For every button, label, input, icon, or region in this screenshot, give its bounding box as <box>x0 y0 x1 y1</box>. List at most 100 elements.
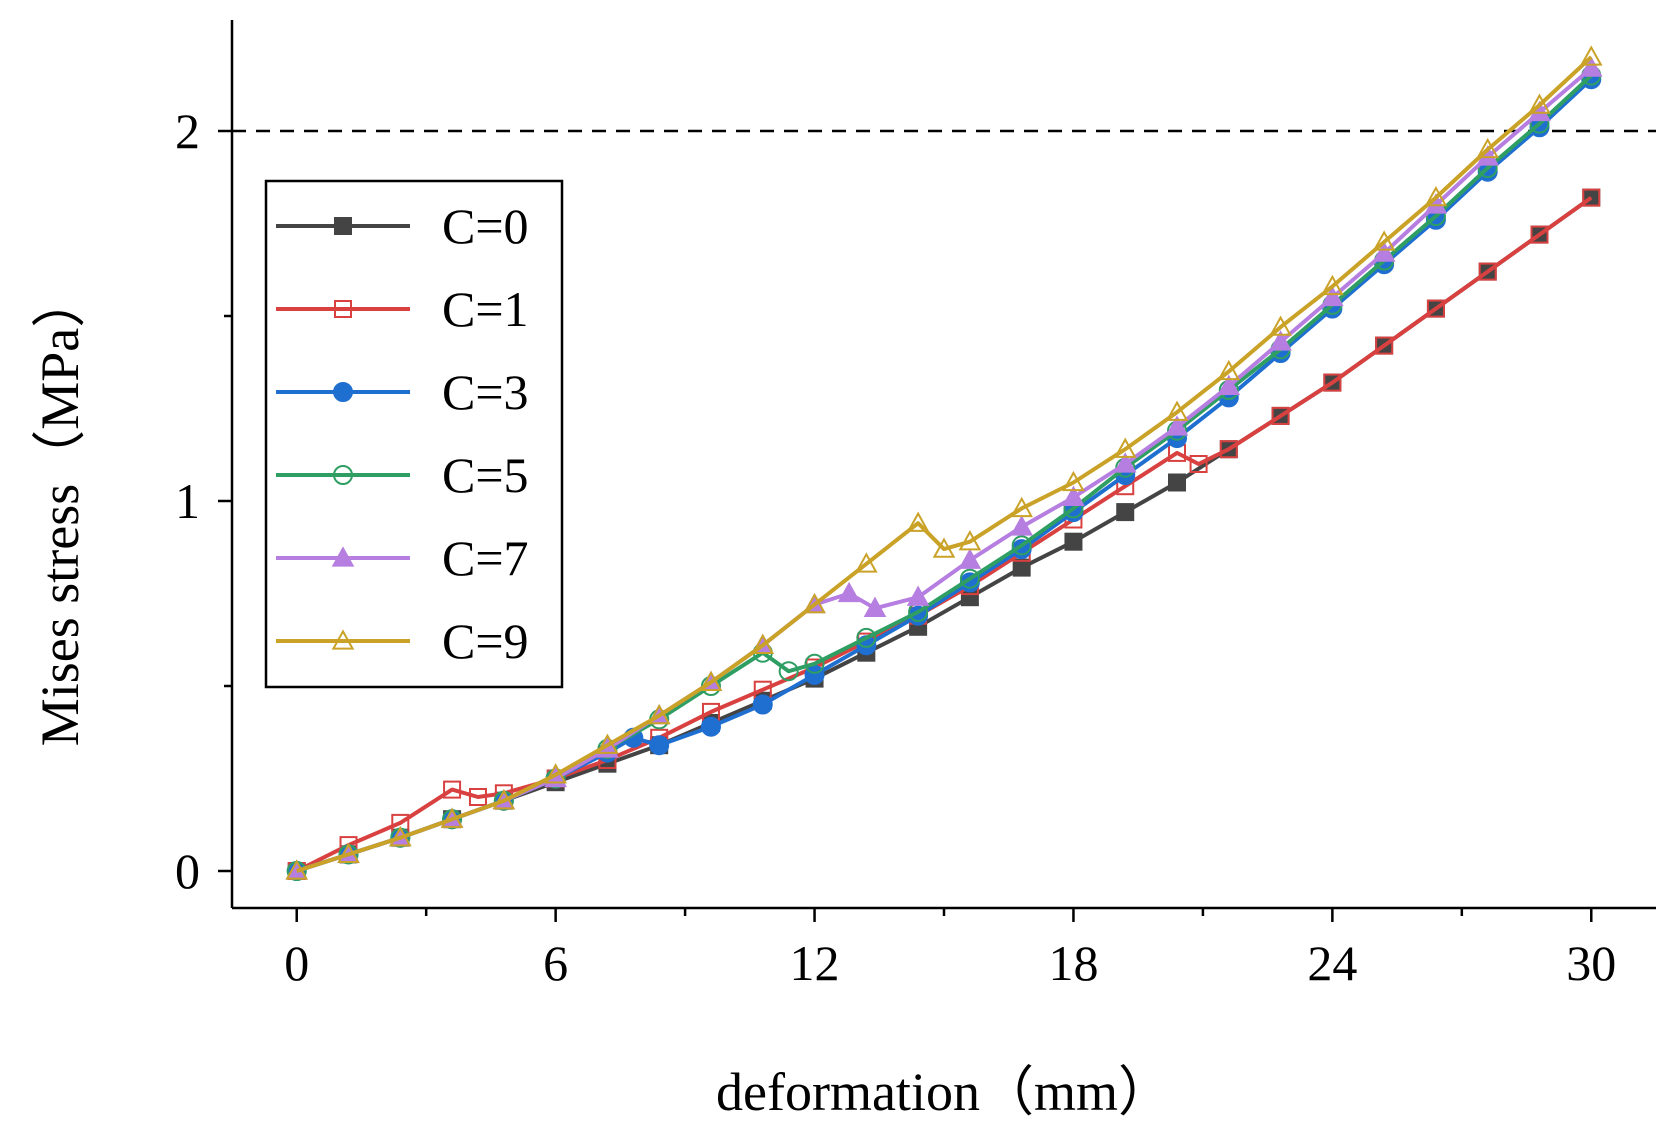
legend-item: C=9 <box>276 613 529 669</box>
data-point <box>700 716 721 737</box>
data-point <box>1010 515 1033 536</box>
x-tick-label: 6 <box>543 935 568 991</box>
legend-label: C=1 <box>442 281 529 337</box>
data-point <box>1426 299 1445 318</box>
data-point <box>751 633 775 654</box>
legend-label: C=7 <box>442 530 529 586</box>
legend-item: C=0 <box>276 198 529 254</box>
data-point <box>1579 45 1603 66</box>
data-point <box>906 511 930 532</box>
data-point <box>1062 470 1085 492</box>
data-point <box>1064 532 1083 551</box>
data-point <box>544 763 567 784</box>
data-point <box>856 627 877 648</box>
legend-item: C=1 <box>276 281 529 337</box>
data-point <box>1271 406 1290 425</box>
data-point <box>1165 400 1189 421</box>
data-point <box>1424 185 1448 207</box>
data-point <box>1375 336 1394 355</box>
legend-marker <box>334 300 352 318</box>
data-point <box>959 568 980 589</box>
data-point <box>1321 285 1344 307</box>
legend-item: C=5 <box>276 447 529 503</box>
legend-item: C=3 <box>276 364 529 420</box>
x-tick-label: 18 <box>1048 935 1098 991</box>
data-point <box>1189 455 1208 473</box>
data-point <box>1269 315 1292 336</box>
data-point <box>440 807 464 828</box>
data-point <box>932 537 956 558</box>
data-point <box>285 859 309 880</box>
legend-label: C=5 <box>442 447 529 503</box>
data-point <box>337 842 360 864</box>
legend-label: C=0 <box>442 198 529 254</box>
data-point <box>1113 452 1137 473</box>
legend-marker <box>333 465 353 485</box>
y-tick-label: 1 <box>175 473 200 529</box>
data-point <box>1372 241 1396 262</box>
data-point <box>1219 440 1238 459</box>
data-point <box>1165 415 1189 436</box>
x-tick-label: 24 <box>1307 935 1357 991</box>
data-point <box>699 670 723 691</box>
data-point <box>1579 56 1603 77</box>
x-tick-label: 30 <box>1566 935 1616 991</box>
data-point <box>1530 225 1549 244</box>
data-point <box>1323 373 1342 392</box>
data-point <box>958 548 982 569</box>
data-point <box>1269 330 1292 351</box>
y-tick-label: 0 <box>175 843 200 899</box>
data-point <box>752 694 773 715</box>
data-point <box>804 664 825 685</box>
data-point <box>855 552 878 573</box>
y-tick-label: 2 <box>175 103 200 159</box>
data-point <box>1217 359 1241 381</box>
data-point <box>1010 496 1033 518</box>
series-layer <box>285 45 1603 881</box>
data-point <box>958 530 982 551</box>
data-point <box>1478 262 1497 281</box>
data-point <box>1582 188 1601 207</box>
data-point <box>1476 137 1500 159</box>
x-tick-label: 12 <box>790 935 840 991</box>
legend-marker <box>331 629 355 650</box>
data-point <box>492 789 516 810</box>
legend-label: C=9 <box>442 613 529 669</box>
data-point <box>647 703 671 725</box>
data-point <box>837 581 861 603</box>
legend-marker <box>333 382 353 402</box>
data-point <box>1116 503 1135 522</box>
data-point <box>388 826 412 847</box>
legend-box <box>264 179 564 689</box>
data-point <box>1528 93 1551 114</box>
legend-items: C=0 C=1 C=3 C=5 C=7 C=9 <box>276 198 529 669</box>
data-point <box>443 780 462 799</box>
data-point <box>596 733 619 754</box>
data-point <box>1217 374 1241 395</box>
data-point <box>804 653 825 674</box>
data-point <box>803 592 826 614</box>
legend-marker <box>334 217 352 235</box>
data-point <box>1012 558 1031 577</box>
legend-marker <box>331 546 355 567</box>
axis-ticks <box>218 129 1593 922</box>
x-axis-title: deformation（mm） <box>716 1062 1172 1122</box>
data-point <box>1372 230 1396 251</box>
series-c-9 <box>285 45 1603 880</box>
data-point <box>1062 485 1085 506</box>
data-point <box>1168 473 1187 492</box>
data-point <box>649 735 670 756</box>
data-point <box>906 585 930 606</box>
legend: C=0 C=1 C=3 C=5 C=7 C=9 <box>264 179 564 689</box>
series-line <box>296 55 1593 873</box>
data-point <box>468 788 487 806</box>
legend-label: C=3 <box>442 364 529 420</box>
data-point <box>1113 437 1137 458</box>
data-point <box>778 661 799 682</box>
data-point <box>1321 274 1344 296</box>
y-axis-title: Mises stress（MPa） <box>30 274 90 747</box>
legend-item: C=7 <box>276 530 529 586</box>
data-point <box>1011 535 1032 556</box>
